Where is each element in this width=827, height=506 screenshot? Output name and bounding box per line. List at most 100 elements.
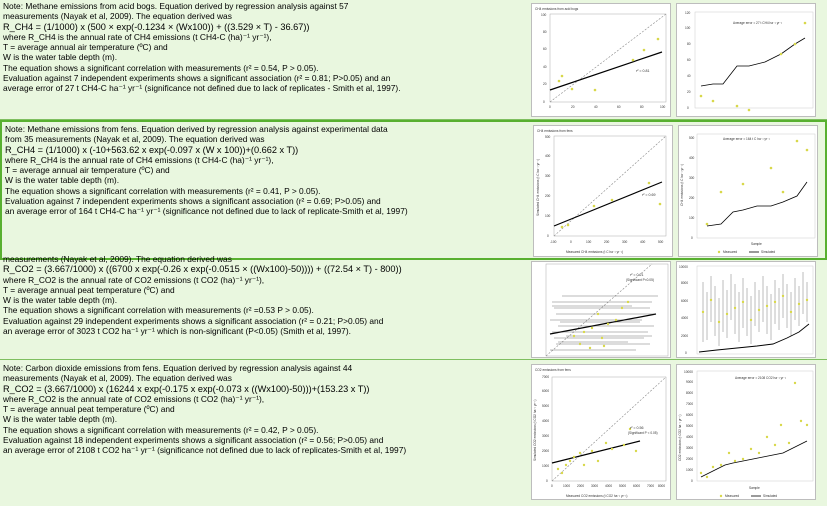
- plot-frame: [545, 263, 669, 357]
- text-line: measurements (Nayak et al, 2009). The eq…: [3, 254, 232, 264]
- simulated-line: [698, 323, 810, 353]
- text-line: measurements (Nayak et al, 2009). The eq…: [3, 11, 232, 22]
- x-tick: 400: [640, 240, 646, 244]
- x-tick: 40: [594, 105, 598, 109]
- y-tick: 40: [543, 65, 547, 69]
- legend-simulated: Simulated: [761, 250, 775, 254]
- x-tick: -100: [550, 240, 557, 244]
- x-tick: 3000: [591, 484, 598, 488]
- scatter-chart: CH4 emissions from acid bogs r² = 0.81 0…: [531, 3, 671, 117]
- data-points: [701, 294, 809, 324]
- text-line: where R_CH4 is the annual rate of CH4 em…: [3, 31, 272, 42]
- y-tick: 5000: [686, 424, 693, 428]
- y-tick: 6000: [681, 299, 688, 303]
- significance-label: (Significant P < 0.05): [628, 431, 658, 435]
- y-tick: 20: [543, 82, 547, 86]
- text-line: average error of 27 t CH4-C ha⁻¹ yr⁻¹ (s…: [3, 83, 401, 94]
- scatter-chart: CO2 emissions from fens r² = 0.56 (Signi…: [531, 364, 671, 500]
- x-axis-label: Measured CH4 emissions (t C ha⁻¹ yr⁻¹): [566, 250, 623, 254]
- y-tick: 40: [687, 74, 691, 78]
- simulated-line: [700, 440, 808, 478]
- y-tick: 100: [685, 26, 691, 30]
- y-tick: 0: [685, 351, 687, 355]
- text-line: The equation shows a significant correla…: [3, 424, 319, 435]
- data-points: [699, 381, 809, 479]
- text-line: Evaluation against 18 independent experi…: [3, 435, 384, 446]
- x-tick: 5000: [619, 484, 626, 488]
- y-tick: 100: [545, 214, 551, 218]
- text-line: W is the water table depth (m).: [3, 295, 118, 306]
- row-ch4-acid-bogs: Note: Methane emissions from acid bogs. …: [0, 0, 827, 120]
- text-line: The equation shows a significant correla…: [3, 305, 314, 316]
- y-tick: 7000: [542, 375, 549, 379]
- text-line: W is the water table depth (m).: [5, 175, 120, 186]
- y-tick: 60: [543, 47, 547, 51]
- x-tick: 100: [586, 240, 592, 244]
- y-tick: 500: [689, 136, 695, 140]
- x-tick: 1000: [563, 484, 570, 488]
- plot-frame: [553, 135, 667, 237]
- plot-frame: [696, 133, 816, 239]
- row-text: Note: Carbon dioxide emissions from fens…: [3, 363, 528, 456]
- series-plot: Average error = 164 t C ha⁻¹ yr⁻¹ CH4 em…: [680, 133, 816, 254]
- y-tick: 6000: [542, 389, 549, 393]
- r2-label: r² = 0.56: [630, 426, 643, 430]
- x-tick: 6000: [633, 484, 640, 488]
- text-line: Note: Methane emissions from fens. Equat…: [5, 124, 388, 134]
- data-point: [735, 104, 739, 108]
- text-line: T = average annual peat temperature (ºC)…: [3, 284, 175, 295]
- y-tick: 0: [546, 479, 548, 483]
- series-plot: 0 2000 4000 6000 8000 10000: [679, 265, 814, 355]
- chart-title: CH4 emissions from fens: [537, 129, 573, 133]
- error-bars: [550, 295, 658, 351]
- data-point: [795, 139, 799, 143]
- legend-measured: Measured: [725, 494, 739, 498]
- y-tick: 7000: [686, 402, 693, 406]
- legend-measured: Measured: [723, 250, 737, 254]
- row-co2-acid-bogs: measurements (Nayak et al, 2009). The eq…: [0, 254, 827, 360]
- y-tick: 0: [543, 100, 545, 104]
- simulated-line: [706, 181, 808, 227]
- avg-error-label: Average error = 2108 CO2 ha⁻¹ yr⁻¹: [735, 376, 786, 380]
- data-point: [779, 52, 783, 56]
- text-line: The equation shows a significant correla…: [3, 62, 319, 73]
- y-axis-label: Simulated CH4 emissions (t C ha⁻¹ yr⁻¹): [536, 159, 540, 216]
- scatter-chart: r² = 0.21 (Significant P<0.05): [531, 261, 671, 358]
- data-point: [610, 198, 614, 202]
- data-points: [572, 300, 630, 350]
- x-tick: 4000: [605, 484, 612, 488]
- data-point: [656, 37, 660, 41]
- regression-line: [549, 51, 663, 91]
- scatter-chart: CH4 emissions from fens r² = 0.69 Measur…: [533, 125, 673, 257]
- text-line: Note: Methane emissions from acid bogs. …: [3, 1, 349, 11]
- chart-title: CO2 emissions from fens: [535, 368, 571, 372]
- data-point: [747, 108, 751, 112]
- text-line: T = average annual peat temperature (ºC)…: [3, 404, 175, 415]
- data-point: [566, 223, 570, 227]
- text-line: measurements (Nayak et al, 2009). The eq…: [3, 373, 232, 384]
- y-tick: 200: [689, 196, 695, 200]
- y-tick: 3000: [686, 446, 693, 450]
- data-point: [592, 204, 596, 208]
- data-point: [711, 99, 715, 103]
- text-line: an average error of 3023 t CO2 ha⁻¹ yr⁻¹…: [3, 326, 351, 337]
- y-tick: 4000: [681, 316, 688, 320]
- data-point: [741, 182, 745, 186]
- x-tick: 20: [571, 105, 575, 109]
- y-tick: 120: [685, 11, 691, 15]
- text-line: Evaluation against 29 independent experi…: [3, 315, 384, 326]
- y-tick: 10000: [684, 370, 693, 374]
- x-tick: 60: [617, 105, 621, 109]
- data-point: [642, 48, 646, 52]
- text-line: where R_CO2 is the annual rate of CO2 em…: [3, 274, 265, 285]
- y-tick: 0: [687, 106, 689, 110]
- plot-frame: [549, 13, 667, 103]
- r2-label: r² = 0.81: [636, 69, 649, 73]
- x-tick: 0: [570, 240, 572, 244]
- plot-frame: [694, 11, 814, 109]
- one-to-one-line: [545, 263, 653, 357]
- data-point: [781, 190, 785, 194]
- text-line: Note: Carbon dioxide emissions from fens…: [3, 363, 353, 373]
- data-point: [699, 94, 703, 98]
- text-line: The equation shows a significant correla…: [5, 185, 321, 196]
